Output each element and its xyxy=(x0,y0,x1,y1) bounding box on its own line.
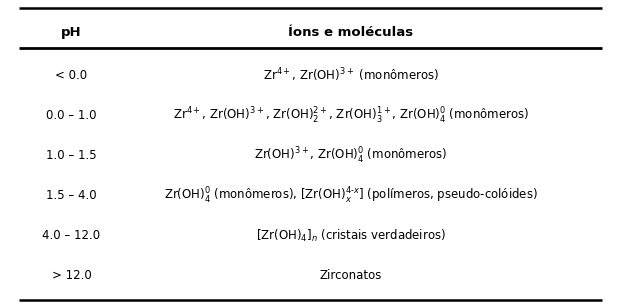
Text: 1.5 – 4.0: 1.5 – 4.0 xyxy=(46,189,97,202)
Text: Íons e moléculas: Íons e moléculas xyxy=(288,26,414,39)
Text: Zr$^{4+}$, Zr(OH)$^{3+}$, Zr(OH)$_{2}^{2+}$, Zr(OH)$_{3}^{1+}$, Zr(OH)$_{4}^{0}$: Zr$^{4+}$, Zr(OH)$^{3+}$, Zr(OH)$_{2}^{2… xyxy=(173,105,529,126)
Text: pH: pH xyxy=(61,26,82,39)
Text: > 12.0: > 12.0 xyxy=(52,269,91,282)
Text: < 0.0: < 0.0 xyxy=(55,69,88,82)
Text: Zr$^{4+}$, Zr(OH)$^{3+}$ (monômeros): Zr$^{4+}$, Zr(OH)$^{3+}$ (monômeros) xyxy=(263,67,439,84)
Text: Zirconatos: Zirconatos xyxy=(320,269,382,282)
Text: 0.0 – 1.0: 0.0 – 1.0 xyxy=(46,109,97,122)
Text: [Zr(OH)$_{4}$]$_{n}$ (cristais verdadeiros): [Zr(OH)$_{4}$]$_{n}$ (cristais verdadeir… xyxy=(256,228,446,244)
Text: 4.0 – 12.0: 4.0 – 12.0 xyxy=(42,229,101,242)
Text: 1.0 – 1.5: 1.0 – 1.5 xyxy=(46,149,97,162)
Text: Zr(OH)$_{4}^{0}$ (monômeros), [Zr(OH)$_{x}^{4\text{-}x}$] (polímeros, pseudo-col: Zr(OH)$_{4}^{0}$ (monômeros), [Zr(OH)$_{… xyxy=(164,185,538,206)
Text: Zr(OH)$^{3+}$, Zr(OH)$_{4}^{0}$ (monômeros): Zr(OH)$^{3+}$, Zr(OH)$_{4}^{0}$ (monômer… xyxy=(254,145,448,166)
